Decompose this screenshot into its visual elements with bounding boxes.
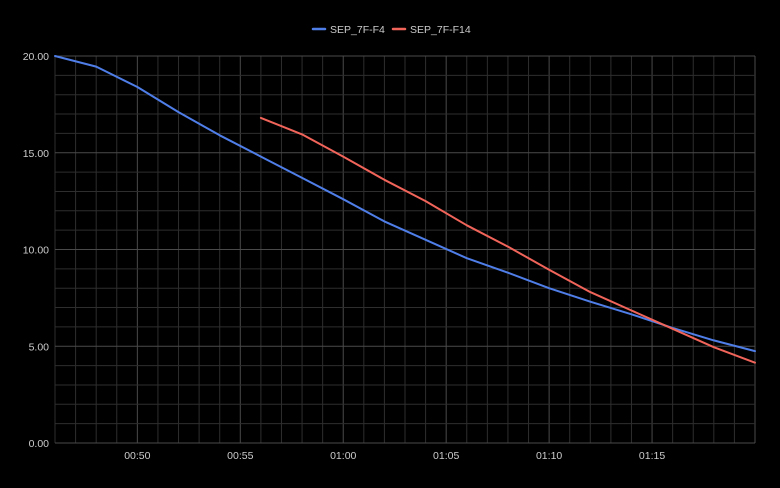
y-tick-label: 5.00 — [29, 341, 50, 353]
axes: 0.00 5.00 10.00 15.00 20.00 00:50 00:55 01:00 01… — [23, 51, 666, 462]
x-tick-label: 00:50 — [124, 450, 150, 462]
legend[interactable]: SEP_7F-F4 SEP_7F-F14 — [311, 24, 471, 36]
series-lines — [54, 55, 756, 364]
legend-item-1[interactable]: SEP_7F-F4 — [311, 24, 385, 36]
grid — [54, 55, 756, 444]
x-tick-label: 00:55 — [227, 450, 253, 462]
legend-label: SEP_7F-F14 — [410, 24, 471, 36]
y-tick-label: 15.00 — [23, 148, 49, 160]
x-tick-label: 01:00 — [330, 450, 356, 462]
x-tick-label: 01:10 — [536, 450, 562, 462]
series-line-1[interactable] — [54, 55, 756, 353]
y-tick-label: 0.00 — [29, 438, 50, 450]
x-tick-label: 01:05 — [433, 450, 459, 462]
series-line-2[interactable] — [259, 116, 756, 364]
legend-item-2[interactable]: SEP_7F-F14 — [391, 24, 471, 36]
x-tick-label: 01:15 — [639, 450, 665, 462]
legend-label: SEP_7F-F4 — [330, 24, 385, 36]
y-tick-label: 20.00 — [23, 51, 49, 63]
y-tick-label: 10.00 — [23, 245, 49, 257]
